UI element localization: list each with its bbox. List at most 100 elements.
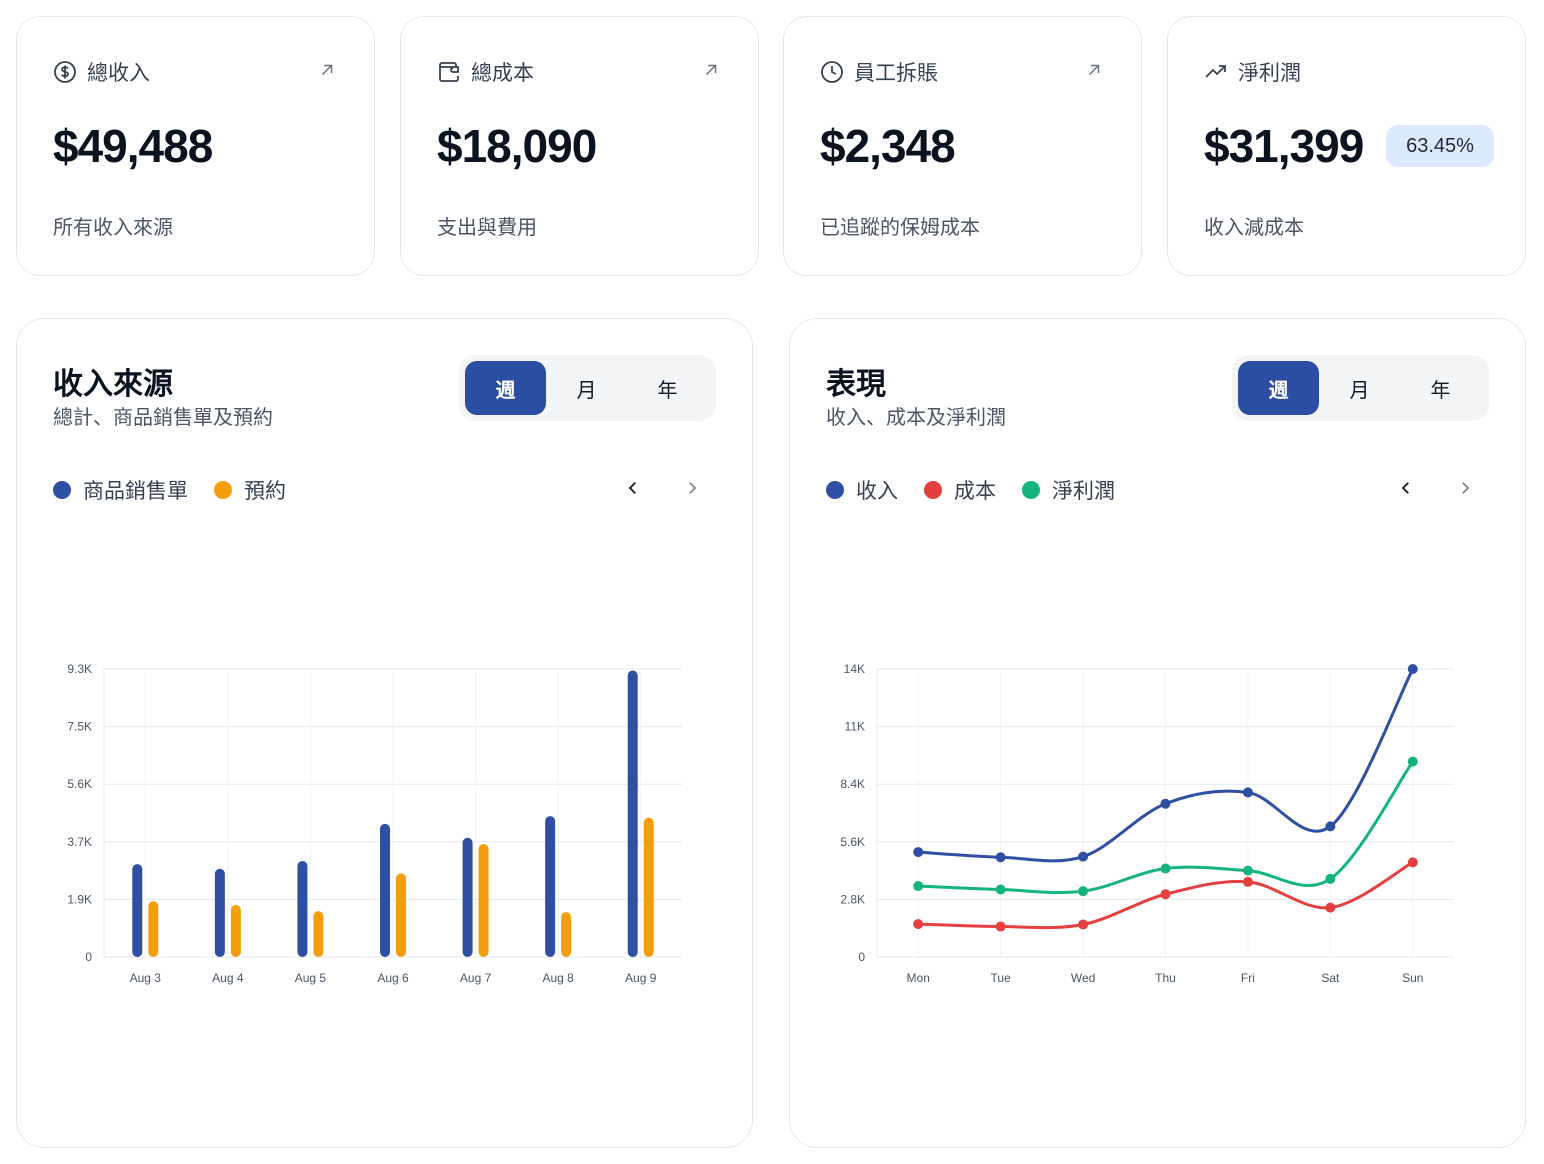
panel-title: 表現 xyxy=(826,367,886,402)
point-revenue xyxy=(1407,664,1418,674)
bar-bookings xyxy=(313,911,324,957)
legend-item[interactable]: 商品銷售單 xyxy=(53,475,188,505)
tab-week[interactable]: 週 xyxy=(1238,361,1319,415)
stat-title: 淨利潤 xyxy=(1238,61,1301,85)
y-tick-label: 8.4K xyxy=(840,777,865,791)
wallet-icon xyxy=(439,62,459,82)
x-tick-label: Aug 4 xyxy=(212,971,244,985)
legend-item[interactable]: 收入 xyxy=(826,475,898,505)
y-tick-label: 0 xyxy=(858,950,865,964)
arrow-up-right-icon[interactable] xyxy=(702,61,720,79)
clock-icon xyxy=(821,61,843,83)
tab-month[interactable]: 月 xyxy=(1349,377,1370,402)
x-tick-label: Aug 7 xyxy=(460,971,492,985)
point-net-profit xyxy=(1242,865,1253,876)
x-tick-label: Aug 6 xyxy=(377,971,409,985)
point-net-profit xyxy=(1325,873,1336,884)
legend-label: 收入 xyxy=(856,479,898,503)
point-cost xyxy=(1160,889,1171,900)
bar-chart: 0 1.9K 3.7K 5.6K 7.5K 9.3K Aug 3 Aug 4 Aug 5 Aug … xyxy=(67,662,682,985)
stat-value: $18,090 xyxy=(437,120,597,172)
x-tick-label: Sun xyxy=(1402,971,1423,985)
arrow-up-right-icon[interactable] xyxy=(318,61,336,79)
performance-panel: 表現 收入、成本及淨利潤 週 月 年 收入 成本 淨利潤 0 2.8K 5.6K 8.… xyxy=(789,318,1526,1148)
bar-bookings xyxy=(396,873,406,957)
y-tick-label: 11K xyxy=(845,720,865,734)
stat-value: $49,488 xyxy=(53,120,213,172)
bar-product-sales xyxy=(297,861,308,957)
point-cost xyxy=(913,919,924,930)
y-tick-label: 2.8K xyxy=(840,892,865,906)
legend-label: 預約 xyxy=(244,479,286,503)
dollar-circle-icon xyxy=(54,61,76,83)
stat-title: 員工拆賬 xyxy=(854,61,938,85)
x-tick-label: Fri xyxy=(1241,971,1255,985)
stat-card-cost[interactable]: 總成本 $18,090 支出與費用 xyxy=(400,16,759,276)
panel-title: 收入來源 xyxy=(53,367,173,402)
bar-bookings xyxy=(561,912,572,957)
x-tick-label: Aug 5 xyxy=(295,971,327,985)
legend-item[interactable]: 預約 xyxy=(214,475,286,505)
next-period-button[interactable] xyxy=(679,475,705,501)
tab-month[interactable]: 月 xyxy=(576,377,597,402)
point-cost xyxy=(1325,902,1336,913)
y-tick-label: 9.3K xyxy=(67,662,92,676)
tab-week[interactable]: 週 xyxy=(465,361,546,415)
point-net-profit xyxy=(1407,756,1418,767)
tab-year[interactable]: 年 xyxy=(1430,377,1451,402)
stat-card-net-profit[interactable]: 淨利潤 $31,399 63.45% 收入減成本 xyxy=(1167,16,1526,276)
stat-card-revenue[interactable]: 總收入 $49,488 所有收入來源 xyxy=(16,16,375,276)
revenue-sources-panel: 收入來源 總計、商品銷售單及預約 週 月 年 商品銷售單 預約 0 1.9K 3.7… xyxy=(16,318,753,1148)
legend-swatch xyxy=(53,481,71,499)
legend-swatch xyxy=(826,481,844,499)
stat-card-staff-split[interactable]: 員工拆賬 $2,348 已追蹤的保姆成本 xyxy=(783,16,1142,276)
point-cost xyxy=(995,921,1006,932)
arrow-up-right-icon[interactable] xyxy=(1085,61,1103,79)
y-tick-label: 7.5K xyxy=(67,720,92,734)
point-revenue xyxy=(913,847,924,858)
bar-product-sales xyxy=(627,670,638,957)
bar-product-sales xyxy=(132,864,143,957)
y-tick-label: 14K xyxy=(844,662,865,676)
bar-product-sales xyxy=(462,837,473,957)
chart-legend: 商品銷售單 預約 xyxy=(53,475,286,505)
y-tick-label: 5.6K xyxy=(67,777,92,791)
prev-period-button[interactable] xyxy=(620,475,646,501)
bar-product-sales xyxy=(545,816,556,957)
stat-header: 總收入 xyxy=(53,57,150,87)
tab-year[interactable]: 年 xyxy=(657,377,678,402)
x-tick-label: Mon xyxy=(907,971,930,985)
point-net-profit xyxy=(1078,886,1089,897)
period-toggle: 週 月 年 xyxy=(1232,355,1489,421)
stat-title: 總成本 xyxy=(471,61,534,85)
legend-label: 淨利潤 xyxy=(1052,479,1115,503)
x-tick-label: Thu xyxy=(1155,971,1176,985)
prev-period-button[interactable] xyxy=(1393,475,1419,501)
point-cost xyxy=(1242,876,1253,887)
point-revenue xyxy=(1325,821,1336,832)
bar-bookings xyxy=(148,901,159,957)
legend-item[interactable]: 成本 xyxy=(924,475,996,505)
legend-swatch xyxy=(214,481,232,499)
x-tick-label: Sat xyxy=(1321,971,1340,985)
bar-product-sales xyxy=(214,868,225,957)
stat-title: 總收入 xyxy=(87,61,150,85)
y-tick-label: 0 xyxy=(85,950,92,964)
stat-subtitle: 所有收入來源 xyxy=(53,215,173,239)
panel-subtitle: 收入、成本及淨利潤 xyxy=(826,405,1006,429)
x-tick-label: Aug 3 xyxy=(130,971,162,985)
bar-bookings xyxy=(478,843,489,957)
chevron-left-icon xyxy=(628,482,636,494)
chevron-right-icon xyxy=(1462,482,1470,494)
bar-bookings xyxy=(230,904,241,957)
bar-bookings xyxy=(643,817,654,957)
point-net-profit xyxy=(995,884,1006,895)
stat-header: 淨利潤 xyxy=(1204,57,1301,87)
panel-subtitle: 總計、商品銷售單及預約 xyxy=(53,405,273,429)
legend-item[interactable]: 淨利潤 xyxy=(1022,475,1115,505)
x-tick-label: Wed xyxy=(1071,971,1095,985)
point-net-profit xyxy=(1160,863,1171,874)
legend-swatch xyxy=(924,481,942,499)
next-period-button[interactable] xyxy=(1452,475,1478,501)
point-cost xyxy=(1078,919,1089,930)
